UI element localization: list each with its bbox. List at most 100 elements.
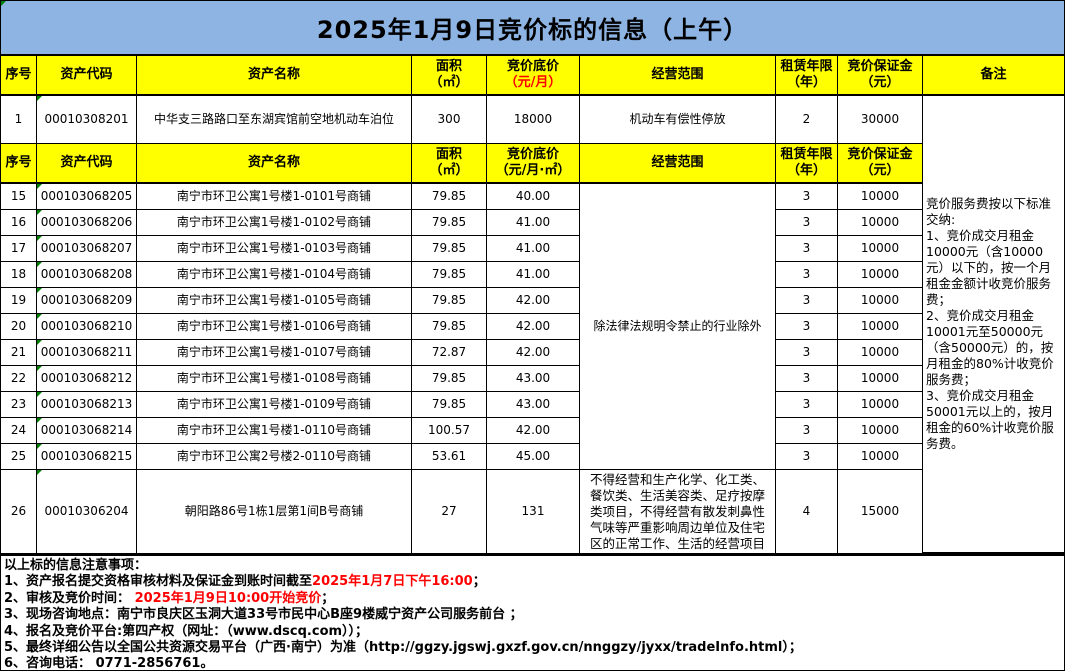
serial-cell[interactable]: 25 (1, 444, 37, 470)
deposit-cell[interactable]: 10000 (838, 392, 923, 418)
serial-cell[interactable]: 20 (1, 314, 37, 340)
asset-code-cell[interactable]: 000103068205 (37, 184, 137, 210)
area-cell[interactable]: 79.85 (412, 366, 487, 392)
asset-code-cell[interactable]: 00010306204 (37, 470, 137, 554)
deposit-cell[interactable]: 10000 (838, 366, 923, 392)
deposit-cell[interactable]: 10000 (838, 262, 923, 288)
term-cell[interactable]: 3 (776, 262, 838, 288)
area-cell[interactable]: 79.85 (412, 288, 487, 314)
term-cell[interactable]: 3 (776, 392, 838, 418)
serial-cell[interactable]: 16 (1, 210, 37, 236)
scope-merged-cell[interactable]: 除法律法规明令禁止的行业除外 (580, 184, 776, 470)
price-cell[interactable]: 40.00 (487, 184, 580, 210)
price-cell[interactable]: 131 (487, 470, 580, 554)
area-cell[interactable]: 79.85 (412, 314, 487, 340)
header-area: 面积 （㎡） (412, 56, 487, 96)
deposit-cell[interactable]: 10000 (838, 314, 923, 340)
area-cell[interactable]: 72.87 (412, 340, 487, 366)
asset-name-cell[interactable]: 南宁市环卫公寓1号楼1-0110号商铺 (137, 418, 412, 444)
price-cell[interactable]: 42.00 (487, 418, 580, 444)
deposit-cell[interactable]: 15000 (838, 470, 923, 554)
term-cell[interactable]: 4 (776, 470, 838, 554)
asset-code: 000103068209 (40, 293, 133, 307)
term-cell[interactable]: 3 (776, 184, 838, 210)
scope-cell[interactable]: 机动车有偿性停放 (580, 96, 776, 144)
term-cell[interactable]: 3 (776, 418, 838, 444)
asset-name-cell[interactable]: 南宁市环卫公寓1号楼1-0102号商铺 (137, 210, 412, 236)
area-cell[interactable]: 79.85 (412, 210, 487, 236)
asset-code-cell[interactable]: 000103068210 (37, 314, 137, 340)
area-cell[interactable]: 79.85 (412, 262, 487, 288)
scope-cell[interactable]: 不得经营和生产化学、化工类、餐饮类、生活美容类、足疗按摩类项目，不得经营有散发刺… (580, 470, 776, 554)
serial-cell[interactable]: 26 (1, 470, 37, 554)
area-cell[interactable]: 27 (412, 470, 487, 554)
serial-cell[interactable]: 23 (1, 392, 37, 418)
area-cell[interactable]: 79.85 (412, 392, 487, 418)
deposit-cell[interactable]: 30000 (838, 96, 923, 144)
deposit-cell[interactable]: 10000 (838, 236, 923, 262)
price-cell[interactable]: 41.00 (487, 210, 580, 236)
serial-cell[interactable]: 1 (1, 96, 37, 144)
serial-cell[interactable]: 18 (1, 262, 37, 288)
price-cell[interactable]: 45.00 (487, 444, 580, 470)
asset-code-cell[interactable]: 000103068206 (37, 210, 137, 236)
price-cell[interactable]: 41.00 (487, 236, 580, 262)
price-cell[interactable]: 41.00 (487, 262, 580, 288)
header-floor-price-unit: （元/月·㎡） (495, 163, 571, 178)
asset-code-cell[interactable]: 000103068209 (37, 288, 137, 314)
area-cell[interactable]: 79.85 (412, 184, 487, 210)
price-cell[interactable]: 42.00 (487, 340, 580, 366)
area-cell[interactable]: 53.61 (412, 444, 487, 470)
asset-code-cell[interactable]: 000103068213 (37, 392, 137, 418)
term-cell[interactable]: 3 (776, 210, 838, 236)
area-cell[interactable]: 79.85 (412, 236, 487, 262)
asset-code-cell[interactable]: 000103068215 (37, 444, 137, 470)
term-cell[interactable]: 3 (776, 236, 838, 262)
price-cell[interactable]: 42.00 (487, 314, 580, 340)
term-cell[interactable]: 3 (776, 314, 838, 340)
asset-name-cell[interactable]: 南宁市环卫公寓1号楼1-0103号商铺 (137, 236, 412, 262)
notice-line: 1、资产报名提交资格审核材料及保证金到账时间截至2025年1月7日下午16:00… (4, 574, 1064, 590)
area-cell[interactable]: 100.57 (412, 418, 487, 444)
asset-code-cell[interactable]: 000103068208 (37, 262, 137, 288)
asset-name-cell[interactable]: 南宁市环卫公寓1号楼1-0109号商铺 (137, 392, 412, 418)
serial-cell[interactable]: 24 (1, 418, 37, 444)
asset-code-cell[interactable]: 000103068214 (37, 418, 137, 444)
serial-cell[interactable]: 19 (1, 288, 37, 314)
header-area: 面积 （㎡） (412, 144, 487, 184)
asset-name-cell[interactable]: 南宁市环卫公寓1号楼1-0107号商铺 (137, 340, 412, 366)
asset-code-cell[interactable]: 000103068207 (37, 236, 137, 262)
serial-cell[interactable]: 22 (1, 366, 37, 392)
price-cell[interactable]: 43.00 (487, 366, 580, 392)
price-cell[interactable]: 42.00 (487, 288, 580, 314)
serial-cell[interactable]: 15 (1, 184, 37, 210)
remark-merged-cell[interactable]: 竞价服务费按以下标准交纳: 1、竞价成交月租金10000元（含10000元）以下… (923, 96, 1064, 554)
serial-cell[interactable]: 17 (1, 236, 37, 262)
asset-name-cell[interactable]: 南宁市环卫公寓1号楼1-0101号商铺 (137, 184, 412, 210)
deposit-cell[interactable]: 10000 (838, 210, 923, 236)
term-cell[interactable]: 3 (776, 444, 838, 470)
term-cell[interactable]: 3 (776, 288, 838, 314)
asset-name-cell[interactable]: 南宁市环卫公寓1号楼1-0105号商铺 (137, 288, 412, 314)
area-cell[interactable]: 300 (412, 96, 487, 144)
asset-name-cell[interactable]: 朝阳路86号1栋1层第1间B号商铺 (137, 470, 412, 554)
price-cell[interactable]: 18000 (487, 96, 580, 144)
deposit-cell[interactable]: 10000 (838, 340, 923, 366)
asset-code-cell[interactable]: 000103068212 (37, 366, 137, 392)
asset-code-cell[interactable]: 00010308201 (37, 96, 137, 144)
term-cell[interactable]: 2 (776, 96, 838, 144)
asset-name-cell[interactable]: 南宁市环卫公寓2号楼2-0110号商铺 (137, 444, 412, 470)
asset-name-cell[interactable]: 中华支三路路口至东湖宾馆前空地机动车泊位 (137, 96, 412, 144)
price-cell[interactable]: 43.00 (487, 392, 580, 418)
deposit-cell[interactable]: 10000 (838, 288, 923, 314)
deposit-cell[interactable]: 10000 (838, 444, 923, 470)
asset-name-cell[interactable]: 南宁市环卫公寓1号楼1-0104号商铺 (137, 262, 412, 288)
asset-name-cell[interactable]: 南宁市环卫公寓1号楼1-0106号商铺 (137, 314, 412, 340)
asset-code-cell[interactable]: 000103068211 (37, 340, 137, 366)
asset-name-cell[interactable]: 南宁市环卫公寓1号楼1-0108号商铺 (137, 366, 412, 392)
deposit-cell[interactable]: 10000 (838, 418, 923, 444)
serial-cell[interactable]: 21 (1, 340, 37, 366)
term-cell[interactable]: 3 (776, 366, 838, 392)
deposit-cell[interactable]: 10000 (838, 184, 923, 210)
term-cell[interactable]: 3 (776, 340, 838, 366)
